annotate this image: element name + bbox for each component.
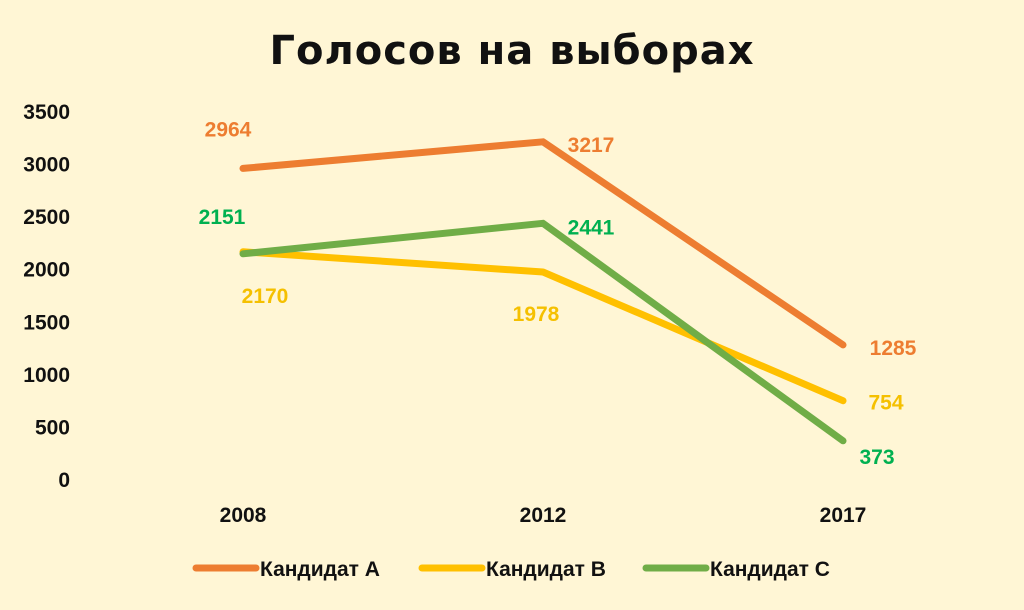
- legend-label-3: Кандидат С: [710, 558, 830, 581]
- series-line-3: [239, 219, 847, 445]
- chart-title: Голосов на выборах: [269, 28, 754, 74]
- data-label: 1978: [513, 303, 560, 326]
- legend-label-1: Кандидат А: [260, 558, 380, 581]
- data-label: 3217: [568, 134, 615, 157]
- data-label: 2964: [205, 118, 252, 141]
- y-tick-label: 3500: [23, 101, 70, 124]
- legend: Кандидат А Кандидат В Кандидат С: [192, 558, 830, 581]
- data-label: 1285: [870, 337, 917, 360]
- y-tick-label: 2000: [23, 259, 70, 282]
- data-label: 754: [868, 392, 903, 415]
- x-tick-label: 2012: [520, 504, 567, 527]
- x-axis: 2008 2012 2017: [220, 504, 867, 527]
- y-tick-label: 1500: [23, 311, 70, 334]
- y-axis: 0 500 1000 1500 2000 2500 3000 3500: [23, 101, 70, 492]
- y-tick-label: 0: [58, 469, 70, 492]
- series-line-2: [239, 248, 847, 405]
- series-layer: [239, 138, 847, 445]
- x-tick-label: 2008: [220, 504, 267, 527]
- y-tick-label: 1000: [23, 364, 70, 387]
- data-label: 373: [859, 446, 894, 469]
- y-tick-label: 500: [35, 416, 70, 439]
- data-label: 2441: [568, 216, 615, 239]
- data-label: 2170: [242, 285, 289, 308]
- y-tick-label: 3000: [23, 154, 70, 177]
- series-line-1: [239, 138, 847, 349]
- legend-label-2: Кандидат В: [486, 558, 606, 581]
- x-tick-label: 2017: [820, 504, 867, 527]
- y-tick-label: 2500: [23, 206, 70, 229]
- data-label: 2151: [199, 206, 246, 229]
- data-labels: 2964 3217 1285 2170 1978 754 2151 2441 373: [199, 118, 917, 468]
